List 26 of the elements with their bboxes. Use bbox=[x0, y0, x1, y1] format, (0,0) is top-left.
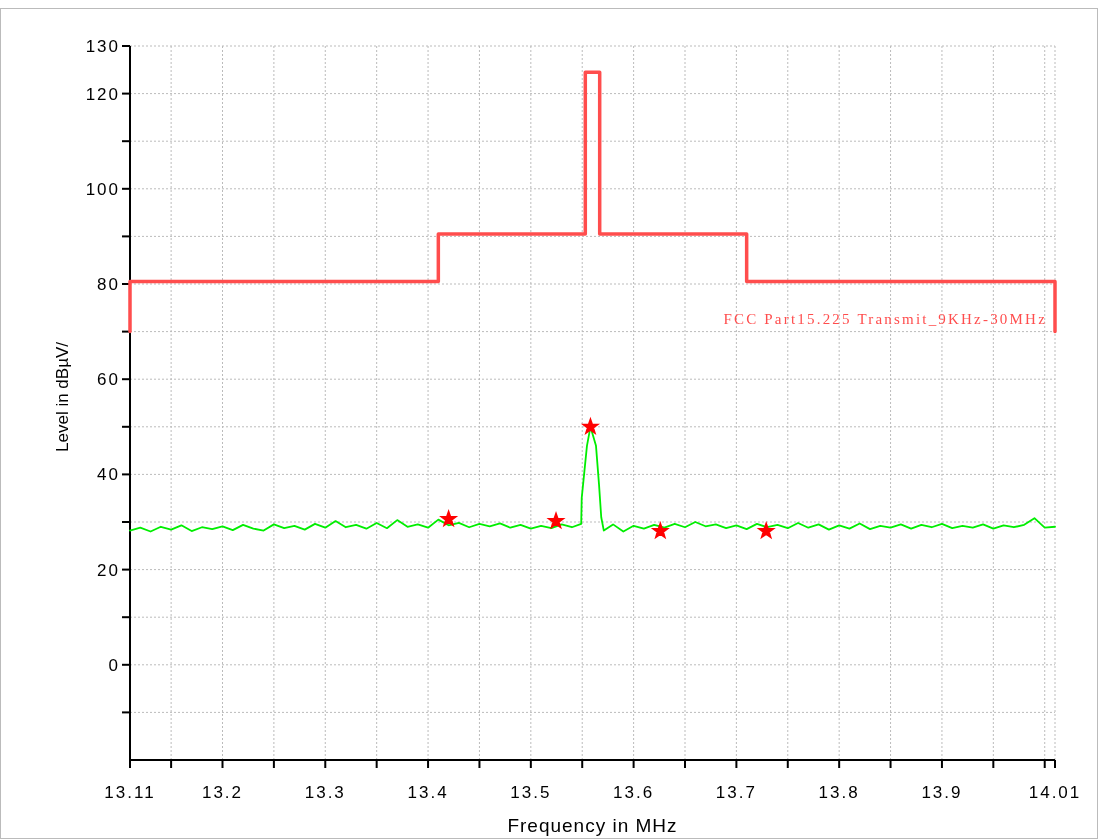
point bbox=[582, 418, 599, 434]
x-tick-label: 13.3 bbox=[304, 783, 346, 802]
x-tick-label: 13.2 bbox=[201, 783, 244, 802]
y-tick-label: 0 bbox=[108, 655, 120, 675]
y-tick-label: 40 bbox=[97, 465, 120, 485]
x-axis-title: Frequency in MHz bbox=[507, 815, 678, 836]
x-tick-label: 13.8 bbox=[818, 783, 860, 802]
y-tick-label: 20 bbox=[97, 560, 120, 580]
y-tick-label: 100 bbox=[85, 179, 120, 199]
y-tick-label: 130 bbox=[85, 37, 120, 56]
x-tick-label: 13.7 bbox=[715, 783, 757, 802]
point bbox=[440, 511, 457, 526]
y-tick-label: 80 bbox=[97, 275, 120, 294]
x-tick-label: 13.4 bbox=[407, 783, 449, 802]
point bbox=[548, 513, 564, 528]
point bbox=[652, 523, 668, 538]
y-tick-label: 120 bbox=[85, 84, 120, 104]
x-tick-label: 13.6 bbox=[613, 783, 655, 802]
x-tick-label: 14.01 bbox=[1028, 783, 1082, 802]
x-tick-label: 13.5 bbox=[510, 783, 552, 802]
y-tick-label: 60 bbox=[97, 370, 120, 390]
x-tick-label: 13.9 bbox=[921, 783, 963, 802]
series-label: FCC Part15.225 Transmit_9KHz-30MHz bbox=[723, 310, 1047, 327]
x-tick-label: 13.11 bbox=[104, 783, 156, 802]
line-series bbox=[128, 70, 1057, 334]
y-axis-title: Level in dBµV/ bbox=[53, 341, 72, 452]
